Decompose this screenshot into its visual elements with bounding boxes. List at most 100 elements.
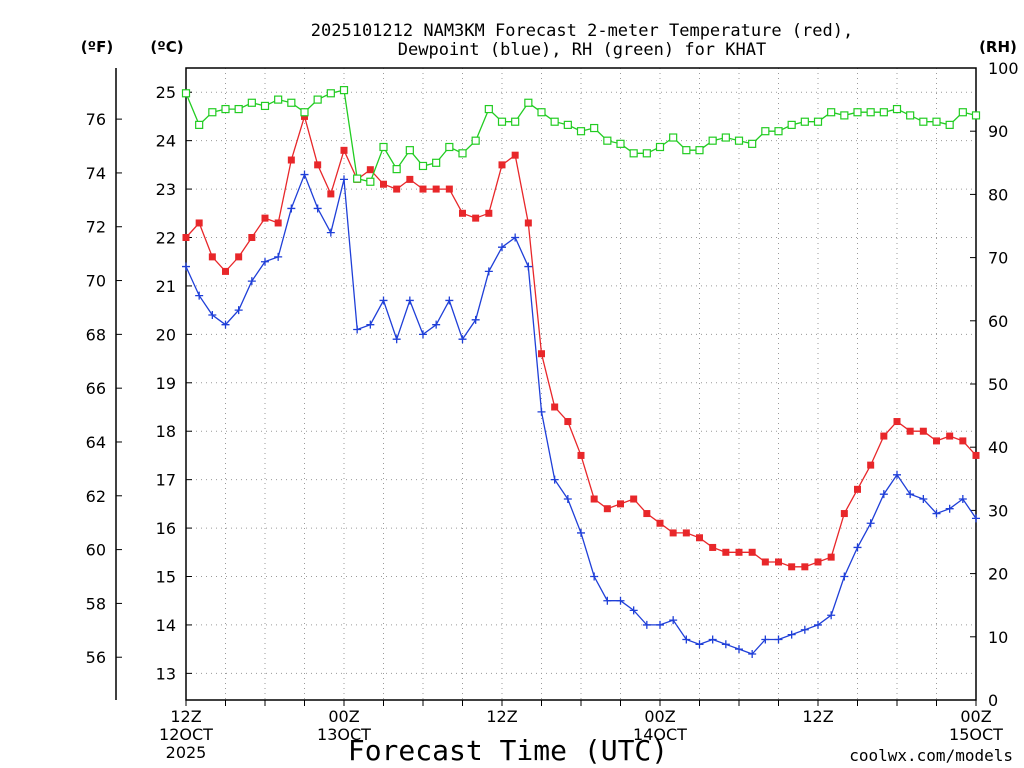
temperature-point <box>867 461 875 469</box>
rh-point <box>748 139 757 148</box>
rh-point <box>906 111 915 120</box>
x-axis-title: Forecast Time (UTC) <box>348 734 668 767</box>
rh-point <box>445 142 454 152</box>
fahrenheit-tick-label: 64 <box>86 433 106 452</box>
temperature-point <box>498 161 506 169</box>
rh-point <box>669 133 678 142</box>
celsius-tick-label: 22 <box>156 229 176 248</box>
rh-point <box>682 146 691 155</box>
rh-point <box>563 120 572 129</box>
dewpoint-point <box>800 625 809 634</box>
dewpoint-point <box>498 243 506 252</box>
temperature-point <box>222 267 229 275</box>
dewpoint-point <box>906 490 915 499</box>
dewpoint-point <box>405 296 414 305</box>
celsius-tick-label: 19 <box>156 374 176 393</box>
series-layer <box>181 86 981 658</box>
x-tick-label: 12Z 12OCT 2025 <box>159 707 213 762</box>
temperature-point <box>235 253 243 261</box>
temperature-point <box>182 234 190 242</box>
rh-point <box>524 98 533 107</box>
rh-point <box>616 139 625 148</box>
temperature-point <box>274 219 282 227</box>
rh-point <box>379 142 388 152</box>
dewpoint-point <box>445 296 454 305</box>
dewpoint-point <box>432 320 441 329</box>
celsius-tick-label: 23 <box>156 180 176 199</box>
temperature-point <box>603 505 611 513</box>
temperature-point <box>735 548 743 556</box>
rh-tick-label: 50 <box>988 375 1008 394</box>
rh-tick-label: 0 <box>988 691 998 710</box>
rh-point <box>300 108 309 117</box>
rh-point <box>260 101 270 111</box>
temperature-point <box>709 543 717 551</box>
x-tick-label-line: 12Z <box>486 707 517 726</box>
credit-text: coolwx.com/models <box>849 746 1013 765</box>
temperature-point <box>248 234 256 242</box>
temperature-point <box>327 190 335 198</box>
fahrenheit-tick-label: 72 <box>86 218 106 237</box>
dewpoint-point <box>603 596 612 605</box>
rh-point <box>353 174 362 183</box>
rh-point <box>497 117 507 126</box>
dewpoint-point <box>735 645 743 654</box>
temperature-point <box>340 146 348 154</box>
dewpoint-point <box>379 296 388 305</box>
temperature-point <box>643 510 651 518</box>
rh-point <box>247 98 256 107</box>
x-tick-label: 00Z 15OCT <box>949 707 1003 744</box>
temperature-point <box>840 510 848 518</box>
temperature-point <box>393 185 401 193</box>
dewpoint-point <box>840 572 849 581</box>
temperature-point <box>459 209 466 217</box>
dewpoint-point <box>353 325 362 334</box>
rh-point <box>892 104 902 114</box>
dewpoint-point <box>590 572 599 581</box>
fahrenheit-tick-label: 56 <box>86 648 106 667</box>
temperature-point <box>801 563 809 571</box>
dewpoint-point <box>392 335 401 344</box>
chart-title-line2: Dewpoint (blue), RH (green) for KHAT <box>398 40 766 60</box>
rh-point <box>366 177 375 186</box>
dewpoint-point <box>972 514 980 523</box>
temperature-point <box>946 432 954 440</box>
rh-point <box>326 89 335 98</box>
rh-point <box>958 108 967 117</box>
rh-tick-label: 90 <box>988 122 1008 141</box>
dewpoint-point <box>247 277 256 286</box>
temperature-point <box>366 166 374 174</box>
temperature-point <box>380 180 387 188</box>
dewpoint-point <box>616 596 625 605</box>
x-tick-label-line: 15OCT <box>949 725 1003 744</box>
temperature-point <box>972 451 980 459</box>
rh-point <box>827 108 836 117</box>
rh-point <box>761 127 770 136</box>
dewpoint-point <box>261 257 269 266</box>
rh-point <box>576 127 586 136</box>
dewpoint-point <box>366 320 375 329</box>
dewpoint-point <box>879 490 888 499</box>
rh-point <box>550 117 559 126</box>
temperature-point <box>906 427 914 435</box>
x-tick-label-line: 12Z <box>170 707 201 726</box>
grid-layer <box>186 68 976 700</box>
temperature-point <box>195 219 203 227</box>
rh-tick-label: 70 <box>988 249 1008 268</box>
axis-layer: 13 14 15 16 17 18 19 20 21 22 23 24 25 56 58 60 62 64 66 68… <box>86 59 1019 762</box>
rh-point <box>734 136 744 145</box>
rh-point <box>484 104 493 114</box>
temperature-point <box>261 214 269 222</box>
x-tick-label: 00Z 14OCT <box>633 707 687 744</box>
rh-point <box>208 108 217 117</box>
temperature-point <box>406 175 414 183</box>
rh-point <box>313 95 322 104</box>
rh-point <box>287 98 296 107</box>
dewpoint-point <box>537 407 546 416</box>
rh-point <box>234 104 243 114</box>
dewpoint-point <box>827 611 836 620</box>
rh-point <box>840 111 849 120</box>
x-tick-label-line: 13OCT <box>317 725 371 744</box>
rh-point <box>511 117 520 126</box>
rh-point <box>853 108 862 117</box>
